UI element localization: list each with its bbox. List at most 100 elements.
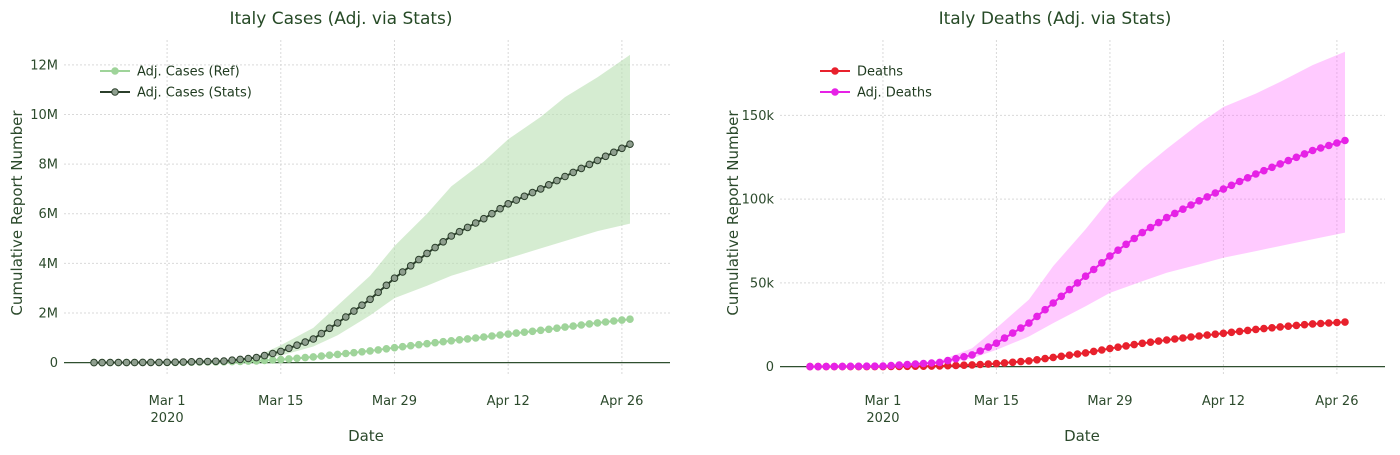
series-adj-cases-stats [90, 140, 634, 367]
data-point [1049, 353, 1058, 362]
data-point [106, 358, 114, 367]
legend: Deaths Adj. Deaths [820, 65, 932, 101]
data-point [1292, 153, 1301, 162]
data-point [1316, 144, 1325, 152]
data-point [1227, 328, 1236, 337]
data-point [992, 359, 1001, 368]
data-point [1211, 330, 1220, 339]
data-point [1219, 185, 1228, 193]
y-tick-label: 10M [30, 108, 58, 123]
data-point [1106, 252, 1114, 260]
legend-label: Adj. Deaths [857, 86, 932, 101]
data-point [1243, 174, 1252, 182]
data-point [976, 347, 985, 355]
data-point [252, 353, 261, 362]
data-point [382, 345, 391, 353]
data-point [1333, 139, 1341, 147]
data-point [536, 185, 545, 193]
data-point [1154, 337, 1163, 345]
data-point [1130, 234, 1139, 243]
data-point [317, 352, 326, 360]
data-point [1179, 205, 1187, 213]
data-point [569, 322, 578, 330]
data-point [301, 353, 310, 362]
data-point [415, 255, 423, 264]
data-point [1114, 246, 1122, 254]
data-point [1073, 350, 1082, 358]
data-point [822, 362, 830, 371]
data-point [488, 332, 496, 340]
data-point [553, 324, 561, 333]
data-point [1073, 279, 1082, 287]
data-point [1219, 329, 1228, 338]
data-point [1252, 170, 1260, 178]
data-point [463, 223, 472, 232]
data-point [610, 317, 618, 325]
data-point [927, 359, 936, 367]
legend-label: Deaths [857, 65, 903, 80]
data-point [317, 329, 326, 338]
data-point [309, 353, 318, 361]
data-point [626, 140, 634, 148]
axis-ticks: 0 50k 100k 150k Mar 1 2020 Mar 15 Mar 29 Apr 12 A… [742, 109, 1359, 426]
legend-swatch-marker [111, 67, 119, 75]
data-point [293, 341, 301, 350]
data-point [333, 350, 342, 359]
data-point [960, 361, 968, 370]
confidence-band [94, 54, 630, 363]
y-tick-label: 0 [766, 360, 774, 375]
data-point [147, 358, 155, 367]
x-tick-label: Apr 12 [1202, 394, 1245, 409]
y-tick-label: 12M [30, 58, 58, 73]
data-point [984, 343, 993, 351]
legend-label: Adj. Cases (Stats) [137, 86, 252, 101]
data-point [1000, 334, 1009, 342]
data-point [1049, 299, 1058, 307]
data-point [1171, 209, 1179, 218]
data-point [585, 320, 594, 328]
data-point [545, 181, 553, 189]
data-point [1106, 344, 1114, 353]
data-point [455, 227, 464, 236]
data-point [1138, 339, 1147, 348]
data-point [593, 319, 602, 327]
series-adj-deaths [806, 136, 1349, 371]
data-point [1203, 331, 1212, 339]
data-point [1227, 181, 1236, 190]
x-tick-label: Apr 26 [600, 394, 643, 409]
data-point [528, 188, 537, 197]
data-point [968, 361, 976, 369]
data-point [536, 326, 545, 335]
data-point [1000, 359, 1009, 367]
data-point [1081, 272, 1090, 281]
data-point [1300, 320, 1309, 329]
data-point [814, 362, 822, 371]
data-point [187, 358, 196, 366]
data-point [1316, 319, 1325, 328]
data-point [1089, 347, 1098, 356]
data-point [960, 353, 968, 361]
data-point [577, 164, 586, 173]
legend-item: Adj. Deaths [820, 86, 932, 101]
data-point [439, 337, 448, 346]
data-point [342, 313, 350, 321]
data-point [1260, 324, 1268, 333]
data-point [260, 351, 269, 360]
data-point [1187, 333, 1195, 341]
data-point [1195, 332, 1203, 340]
data-point [1292, 321, 1301, 330]
data-point [471, 334, 480, 342]
data-point [130, 358, 139, 367]
chart-title: Italy Cases (Adj. via Stats) [229, 9, 452, 29]
data-point [1081, 349, 1090, 357]
data-point [601, 152, 610, 161]
x-tick-label: Mar 15 [258, 394, 303, 409]
data-point [992, 339, 1001, 348]
series-deaths [806, 318, 1349, 371]
gridlines [780, 40, 1385, 375]
data-point [1089, 265, 1098, 274]
data-point [1235, 327, 1244, 336]
y-tick-label: 0 [50, 356, 58, 371]
data-point [862, 362, 871, 371]
data-point [1130, 340, 1139, 349]
